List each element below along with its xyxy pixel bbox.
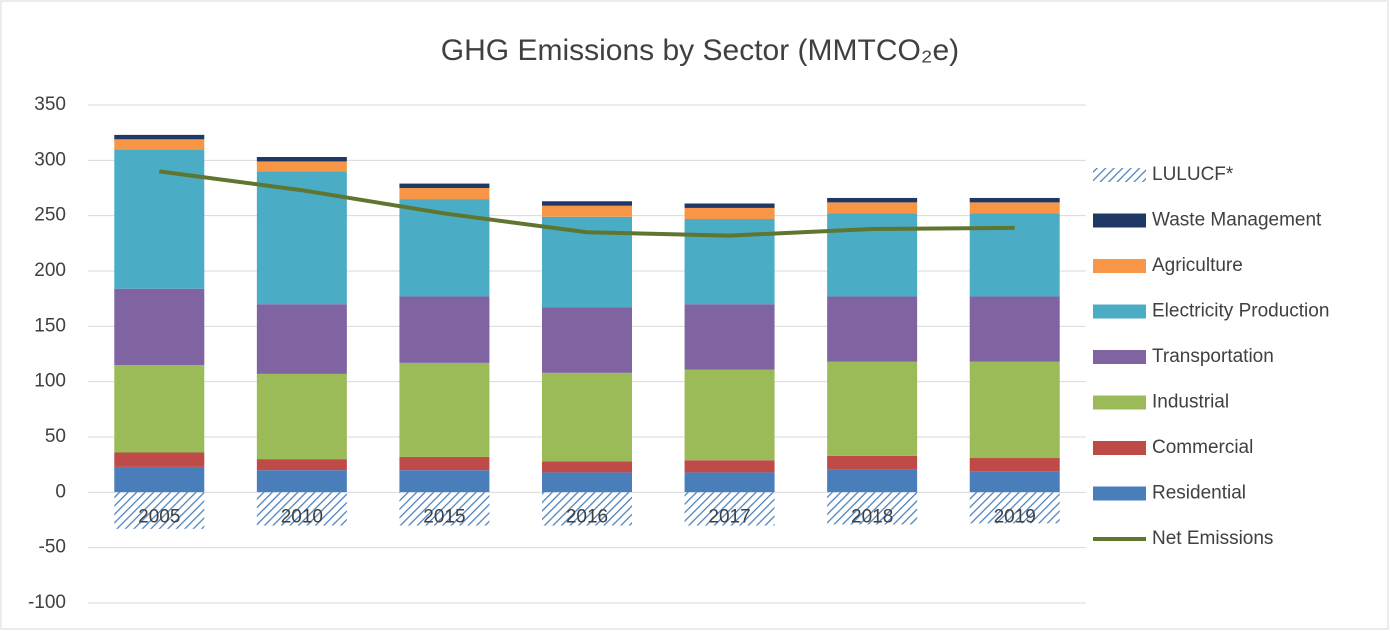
x-tick-label: 2016: [566, 506, 608, 527]
bar-segment: [684, 218, 775, 305]
x-tick-label: 2015: [423, 506, 465, 527]
legend-swatch: [1093, 486, 1146, 501]
x-tick-label: 2019: [994, 506, 1036, 527]
bar-segment: [969, 197, 1060, 203]
line-series: [159, 169, 1015, 238]
bar-segment: [399, 296, 490, 363]
bar-segment: [114, 492, 205, 529]
bar-segment: [684, 304, 775, 370]
bar-segment: [399, 183, 490, 188]
bar-segment: [114, 466, 205, 493]
bar-segment: [684, 369, 775, 461]
x-tick-label: 2005: [138, 506, 180, 527]
bar-segment: [542, 461, 632, 473]
bar-segment: [827, 213, 918, 297]
legend-label: Waste Management: [1152, 210, 1322, 231]
y-tick-label: 300: [34, 149, 66, 170]
y-tick-label: 0: [55, 481, 66, 502]
bar-segment: [969, 458, 1060, 472]
bar-segment: [827, 197, 918, 203]
bar-segment: [827, 296, 918, 362]
bar-segment: [684, 203, 775, 208]
bar-segment: [114, 288, 205, 366]
legend-label: Commercial: [1152, 437, 1253, 458]
legend-swatch: [1093, 168, 1146, 182]
y-tick-label: -100: [28, 592, 66, 613]
x-tick-label: 2018: [851, 506, 893, 527]
chart-title: GHG Emissions by Sector (MMTCO₂e): [441, 34, 959, 67]
bar-segment: [542, 372, 632, 462]
bar-segment: [827, 469, 918, 493]
bar-segment: [114, 365, 205, 453]
bar-segment: [114, 452, 205, 467]
bar-segment: [969, 492, 1060, 524]
bar-segment: [399, 188, 490, 200]
y-tick-label: 250: [34, 205, 66, 226]
bar-segment: [827, 202, 918, 214]
legend-swatch: [1093, 259, 1146, 273]
bar-segment: [114, 139, 205, 150]
legend-swatch: [1093, 350, 1146, 364]
y-tick-label: 200: [34, 260, 66, 281]
bar-segment: [827, 361, 918, 456]
bar-segment: [256, 161, 347, 172]
bar-segment: [256, 492, 347, 526]
bar-segment: [542, 307, 632, 373]
y-tick-label: 150: [34, 315, 66, 336]
bar-segment: [256, 373, 347, 460]
bar-segment: [827, 492, 918, 525]
bar-segment: [399, 470, 490, 493]
bar-segment: [684, 460, 775, 473]
y-tick-label: -50: [39, 537, 66, 558]
legend-swatch: [1093, 304, 1146, 319]
bar-segment: [542, 472, 632, 493]
y-tick-label: 100: [34, 371, 66, 392]
bar-segment: [969, 202, 1060, 214]
bar-segment: [399, 456, 490, 471]
bar-segment: [256, 304, 347, 374]
bar-segment: [969, 213, 1060, 297]
bar-segment: [256, 459, 347, 471]
legend-swatch: [1093, 213, 1146, 228]
bar-segment: [542, 201, 632, 206]
legend-label: Electricity Production: [1152, 301, 1329, 322]
bar-segment: [542, 205, 632, 217]
bar-segment: [399, 492, 490, 526]
x-tick-label: 2017: [708, 506, 750, 527]
bar-segment: [969, 296, 1060, 362]
bar-segment: [256, 470, 347, 493]
x-tick-label: 2010: [281, 506, 323, 527]
bar-segment: [399, 362, 490, 457]
legend-label: Residential: [1152, 483, 1246, 504]
bar-segment: [969, 361, 1060, 459]
legend-label: Agriculture: [1152, 255, 1243, 276]
bar-segment: [827, 455, 918, 470]
bar-segment: [114, 149, 205, 289]
bar-segment: [256, 157, 347, 162]
y-tick-label: 50: [45, 426, 66, 447]
legend-swatch: [1093, 395, 1146, 410]
legend-label: Industrial: [1152, 392, 1229, 413]
legend-label: Net Emissions: [1152, 528, 1273, 549]
bar-segment: [684, 492, 775, 526]
bar-segment: [542, 492, 632, 526]
y-tick-label: 350: [34, 94, 66, 115]
legend-label: Transportation: [1152, 346, 1274, 367]
legend-label: LULUCF*: [1152, 164, 1234, 185]
bar-segment: [684, 472, 775, 493]
bar-segment: [969, 471, 1060, 493]
legend-swatch: [1093, 441, 1146, 455]
bar-segment: [684, 207, 775, 219]
bar-segment: [114, 134, 205, 140]
